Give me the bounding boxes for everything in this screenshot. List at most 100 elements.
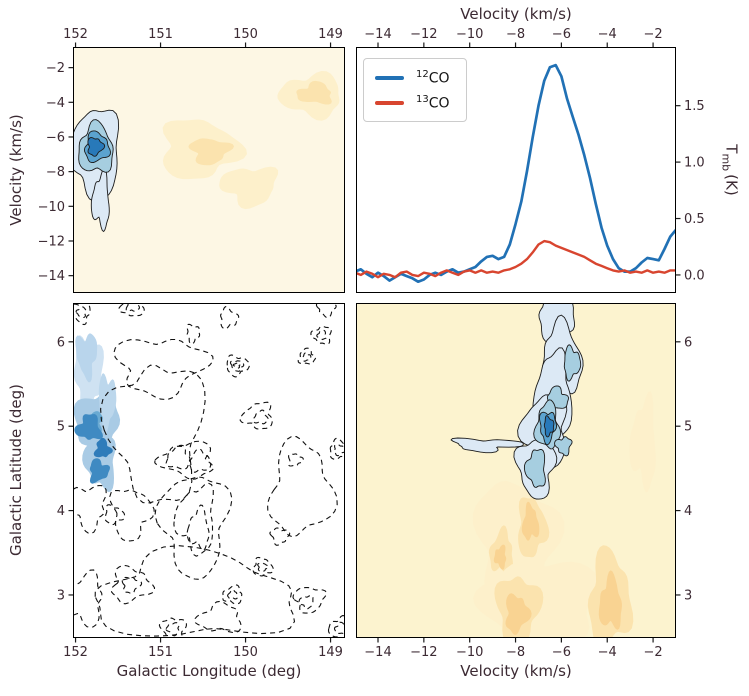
contour-blob	[554, 436, 573, 457]
tick-label: 3	[684, 588, 692, 603]
dashed-contour	[329, 437, 345, 460]
data-layer	[450, 303, 656, 638]
dashed-contour	[315, 303, 337, 319]
dashed-contour	[252, 556, 275, 577]
tick-label: −6	[46, 130, 65, 145]
dashed-contour	[173, 482, 214, 557]
tick-label: 1.0	[684, 156, 705, 171]
dashed-contour	[220, 306, 240, 330]
legend-item-12co: 12CO	[375, 65, 450, 90]
dashed-contour	[121, 576, 143, 594]
contour-blob	[98, 373, 117, 435]
tick-label: 149	[318, 645, 343, 660]
longitude-velocity-canvas: 152 151 150 149 −2 −4 −6 −8 −10 −12 −14	[38, 27, 345, 293]
dashed-contour	[100, 364, 206, 504]
contour-blob	[93, 437, 113, 458]
dashed-contour	[229, 360, 245, 372]
dashed-contour	[287, 453, 304, 467]
tick-label: −6	[552, 645, 571, 660]
tick-label: 152	[63, 27, 88, 42]
contour-blob	[521, 501, 540, 541]
tick-label: −10	[456, 27, 483, 42]
tick-label: −14	[364, 645, 391, 660]
contour-blob	[493, 544, 507, 570]
line-swatch-12co	[375, 75, 404, 80]
tick-label: 150	[233, 645, 258, 660]
tick-label: 6	[57, 335, 65, 350]
tick-label: −10	[38, 200, 65, 215]
dashed-contour	[113, 338, 214, 401]
contour-blob	[188, 138, 234, 166]
dashed-contour	[302, 351, 312, 362]
tmb-subscript: mb	[719, 153, 733, 172]
dashed-contour	[110, 564, 156, 605]
tmb-unit: (K)	[722, 174, 741, 196]
dashed-contour	[232, 362, 241, 369]
tick-label: 151	[148, 645, 173, 660]
tick-label: −8	[506, 27, 525, 42]
molecule-name: CO	[428, 95, 450, 112]
tick-label: −2	[643, 645, 662, 660]
dashed-contour	[226, 354, 251, 378]
contour-blob	[598, 570, 622, 630]
dashed-contour	[310, 325, 332, 345]
spectrum-line-13CO	[356, 239, 676, 279]
spatial-map-canvas: 152 151 150 149 3 4 5 6	[57, 303, 345, 660]
dashed-contour	[94, 545, 296, 637]
dashed-contour	[104, 504, 126, 526]
dashed-contour	[333, 443, 345, 457]
bottom-longitude-axis-title: Galactic Longitude (deg)	[116, 662, 302, 680]
data-layer	[73, 303, 345, 638]
tick-label: −6	[552, 27, 571, 42]
line-swatch-13co	[375, 100, 404, 105]
dashed-contour	[75, 306, 87, 319]
tick-label: −8	[46, 165, 65, 180]
tick-label: 0.0	[684, 268, 705, 283]
tick-label: 0.5	[684, 212, 705, 227]
panel-velocity-latitude-map: −14 −12 −10 −8 −6 −4 −2 3 4 5 6	[356, 303, 692, 660]
dashed-contour	[165, 444, 191, 470]
plot-border	[73, 47, 345, 293]
tick-label: 4	[57, 504, 65, 519]
tick-label: −2	[643, 27, 662, 42]
contour-blob	[74, 414, 103, 440]
dashed-contour	[165, 622, 180, 637]
contour-blob	[450, 437, 524, 454]
left-velocity-axis-title: Velocity (km/s)	[7, 114, 25, 226]
panel-longitude-velocity-map: 152 151 150 149 −2 −4 −6 −8 −10 −12 −14	[38, 27, 345, 293]
panel-spatial-map: 152 151 150 149 3 4 5 6	[57, 303, 345, 660]
tick-label: 6	[684, 335, 692, 350]
dashed-contour	[222, 584, 243, 605]
tmb-axis-label: Tmb (K)	[720, 144, 741, 195]
tick-label: 5	[57, 420, 65, 435]
tick-label: −12	[38, 234, 65, 249]
legend-label-13co: 13CO	[416, 93, 450, 112]
tick-label: −2	[46, 61, 65, 76]
tick-label: −4	[598, 645, 617, 660]
tick-label: −10	[456, 645, 483, 660]
contour-blob	[505, 593, 532, 635]
plot-border	[356, 303, 676, 638]
dashed-contour	[269, 527, 291, 546]
plot-border	[73, 303, 345, 638]
dashed-contour	[267, 435, 338, 538]
tick-label: 150	[233, 27, 258, 42]
dashed-contour	[186, 323, 201, 345]
velocity-latitude-canvas: −14 −12 −10 −8 −6 −4 −2 3 4 5 6	[356, 303, 692, 660]
isotope-superscript: 13	[416, 93, 429, 105]
tick-label: 152	[63, 645, 88, 660]
contour-blob	[75, 333, 98, 383]
tick-label: −14	[364, 27, 391, 42]
dashed-contour	[194, 600, 242, 634]
contour-blob	[523, 449, 546, 488]
dashed-contour	[188, 448, 212, 473]
contour-blob	[89, 458, 110, 484]
top-velocity-axis-title: Velocity (km/s)	[460, 5, 572, 23]
tick-label: −12	[410, 27, 437, 42]
dashed-contour	[73, 303, 91, 326]
contour-blob	[543, 415, 555, 438]
tick-label: −4	[598, 27, 617, 42]
legend: 12CO 13CO	[363, 58, 467, 122]
tick-label: 4	[684, 504, 692, 519]
